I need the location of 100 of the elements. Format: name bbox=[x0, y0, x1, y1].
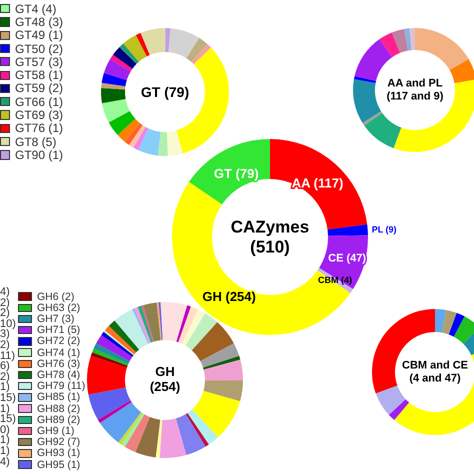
donut-slice bbox=[176, 414, 206, 456]
donut-slice bbox=[160, 302, 188, 342]
text: 15) bbox=[0, 413, 16, 426]
text: 4) bbox=[0, 286, 10, 298]
donut-slice bbox=[182, 309, 206, 346]
donut-slice bbox=[176, 305, 191, 342]
legend-label: GH95 (1) bbox=[37, 458, 80, 471]
donut-slice bbox=[200, 343, 240, 368]
donut-slice bbox=[90, 352, 128, 368]
donut-slice bbox=[119, 44, 139, 64]
donut-slice bbox=[104, 59, 131, 80]
legend-label: GH71 (5) bbox=[37, 324, 80, 336]
donut-slice bbox=[140, 28, 166, 56]
legend-label: GT76 (1) bbox=[15, 121, 64, 136]
donut-slice bbox=[114, 309, 148, 350]
donut-slice bbox=[158, 132, 168, 156]
legend-label: GT4 (4) bbox=[15, 2, 56, 16]
donut-slice bbox=[87, 356, 127, 395]
text: 6) bbox=[0, 360, 10, 372]
donut-slice bbox=[104, 326, 136, 355]
donut-slice bbox=[204, 360, 243, 380]
donut-slice bbox=[186, 413, 209, 447]
text: 1) bbox=[0, 402, 10, 415]
text: 2) bbox=[0, 370, 10, 383]
donut-slice bbox=[102, 99, 130, 123]
donut-slice bbox=[143, 302, 161, 342]
legend-label: GT50 (2) bbox=[15, 42, 64, 56]
donut-slice bbox=[92, 348, 128, 366]
donut-slice bbox=[135, 417, 160, 458]
text: 4) bbox=[0, 456, 10, 468]
legend-label: GT57 (3) bbox=[15, 54, 64, 69]
donut-slice bbox=[156, 302, 162, 340]
donut-slice bbox=[108, 111, 136, 135]
donut-slice bbox=[165, 28, 171, 52]
legend-label: GH88 (2) bbox=[37, 402, 80, 415]
text: CAZymes (510) bbox=[230, 217, 310, 257]
text: 1) bbox=[0, 381, 10, 394]
donut-slice bbox=[102, 73, 127, 86]
donut-slice bbox=[88, 387, 131, 420]
legend-label: GH93 (1) bbox=[37, 447, 80, 460]
donut-slice bbox=[112, 47, 137, 69]
slice-label: PL (9) bbox=[372, 224, 397, 234]
donut-slice bbox=[118, 118, 140, 142]
donut-slice bbox=[186, 38, 208, 62]
text: 15) bbox=[0, 392, 16, 404]
legend-label: GH6 (2) bbox=[37, 290, 74, 303]
donut-slice bbox=[158, 302, 163, 340]
legend-label: GT48 (3) bbox=[15, 14, 64, 29]
legend-label: GH79 (11) bbox=[37, 380, 86, 392]
text: 2) bbox=[0, 296, 10, 309]
donut-slice bbox=[166, 130, 183, 156]
donut-slice bbox=[192, 322, 234, 362]
donut-slice bbox=[364, 112, 402, 148]
donut-slice bbox=[94, 343, 130, 364]
legend-label: GT69 (3) bbox=[15, 108, 64, 122]
slice-label: GH (254) bbox=[202, 288, 256, 304]
slice-label: CE (47) bbox=[328, 252, 366, 264]
text: 2) bbox=[0, 339, 10, 351]
donut-slice bbox=[138, 128, 161, 156]
donut-slice bbox=[123, 35, 147, 62]
text: GH (254) bbox=[148, 364, 182, 395]
donut-slice bbox=[160, 418, 186, 458]
donut-slice bbox=[392, 28, 408, 53]
donut-slice bbox=[141, 305, 154, 342]
donut-slice bbox=[354, 76, 376, 83]
donut-slice bbox=[108, 320, 140, 352]
donut-slice bbox=[101, 82, 126, 90]
donut-slice bbox=[98, 400, 132, 424]
donut-slice bbox=[100, 402, 142, 443]
legend-label: GH74 (1) bbox=[37, 346, 80, 359]
text: 11) bbox=[0, 350, 16, 362]
legend-label: GH76 (3) bbox=[37, 358, 80, 370]
donut-slice bbox=[136, 32, 150, 56]
legend-label: GH92 (7) bbox=[37, 436, 80, 448]
legend-label: GT90 (1) bbox=[15, 148, 64, 162]
donut-slice bbox=[410, 28, 415, 50]
legend-label: GT8 (5) bbox=[15, 134, 56, 149]
donut-slice bbox=[96, 334, 132, 362]
donut-slice bbox=[187, 409, 218, 445]
legend-label: GH7 (3) bbox=[37, 312, 74, 325]
legend-label: GH85 (1) bbox=[37, 391, 80, 404]
legend-label: GH89 (2) bbox=[37, 414, 80, 426]
text: 1) bbox=[0, 434, 10, 446]
donut-slice bbox=[353, 79, 382, 123]
text: GT (79) bbox=[140, 84, 190, 100]
donut-slice bbox=[186, 313, 218, 350]
donut-slice bbox=[203, 356, 240, 370]
text: 2) bbox=[0, 307, 10, 320]
legend-label: GT59 (2) bbox=[15, 81, 64, 96]
donut-slice bbox=[124, 123, 143, 145]
text: 3) bbox=[0, 328, 10, 340]
donut-slice bbox=[168, 28, 200, 58]
legend-label: GT58 (1) bbox=[15, 68, 64, 82]
donut-slice bbox=[404, 28, 412, 51]
donut-slice bbox=[101, 88, 126, 104]
legend-label: GH9 (1) bbox=[37, 424, 74, 437]
legend-label: GH78 (4) bbox=[37, 368, 80, 381]
legend-label: GH63 (2) bbox=[37, 302, 80, 314]
donut-slice bbox=[138, 306, 153, 343]
donut-slice bbox=[110, 54, 132, 72]
